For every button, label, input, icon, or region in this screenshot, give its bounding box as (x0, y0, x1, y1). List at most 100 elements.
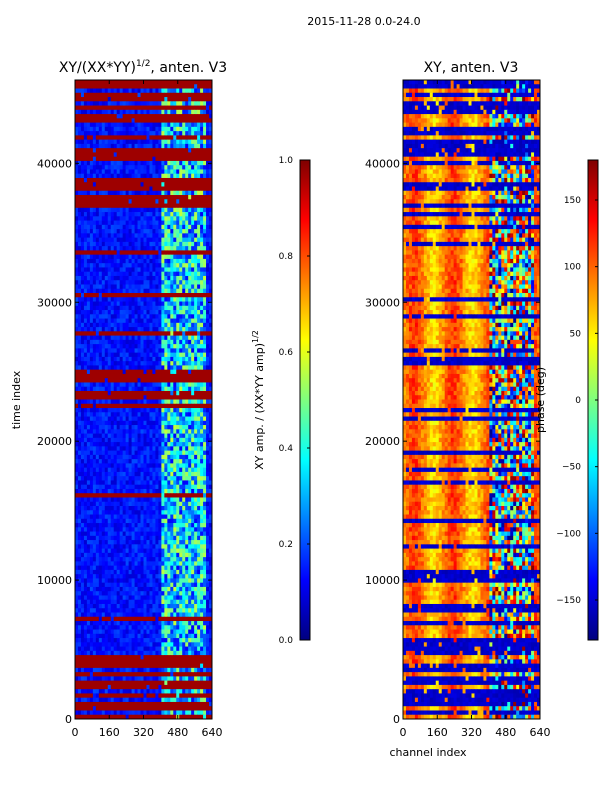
heatmap-cell (131, 339, 135, 345)
heatmap-cell (173, 356, 177, 362)
heatmap-cell (197, 412, 201, 417)
heatmap-cell (179, 454, 183, 460)
heatmap-cell (131, 182, 135, 187)
heatmap-cell (209, 216, 212, 221)
heatmap-cell (77, 390, 82, 396)
heatmap-cell (152, 382, 156, 388)
heatmap-cell (188, 506, 192, 511)
heatmap-cell (197, 288, 201, 294)
heatmap-cell (152, 207, 156, 213)
heatmap-cell (140, 501, 144, 507)
heatmap-cell (170, 258, 174, 264)
heatmap-cell (98, 92, 103, 98)
heatmap-cell (167, 254, 171, 260)
heatmap-cell (152, 510, 156, 515)
heatmap-cell (200, 207, 204, 213)
heatmap-cell (83, 92, 88, 98)
heatmap-cell (170, 229, 174, 234)
heatmap-cell (137, 369, 141, 375)
heatmap-cell (173, 250, 177, 256)
heatmap-cell (110, 293, 115, 298)
heatmap-cell (176, 416, 180, 422)
heatmap-cell (182, 322, 186, 328)
heatmap-cell (158, 531, 162, 537)
heatmap-cell (92, 284, 97, 290)
heatmap-cell (75, 527, 79, 532)
heatmap-cell (134, 271, 138, 277)
heatmap-cell (80, 416, 85, 422)
heatmap-cell (77, 523, 82, 528)
heatmap-cell (140, 160, 144, 166)
heatmap-cell (188, 335, 192, 341)
heatmap-cell (125, 109, 130, 115)
heatmap-cell (203, 297, 207, 302)
heatmap-cell (92, 382, 97, 388)
heatmap-cell (176, 118, 180, 123)
heatmap-cell (107, 118, 112, 123)
heatmap-cell (149, 169, 153, 175)
heatmap-cell (101, 361, 106, 366)
heatmap-cell (209, 88, 212, 94)
heatmap-cell (113, 399, 118, 405)
heatmap-cell (131, 135, 135, 141)
heatmap-cell (197, 506, 201, 511)
heatmap-cell (110, 169, 115, 175)
heatmap-cell (152, 156, 156, 162)
heatmap-cell (104, 237, 109, 243)
heatmap-cell (134, 288, 138, 294)
heatmap-cell (188, 207, 192, 213)
heatmap-cell (104, 373, 109, 379)
heatmap-cell (131, 250, 135, 256)
heatmap-cell (116, 258, 121, 264)
heatmap-cell (134, 122, 138, 128)
heatmap-cell (146, 361, 150, 366)
heatmap-cell (152, 288, 156, 294)
heatmap-cell (134, 250, 138, 256)
heatmap-cell (197, 237, 201, 243)
heatmap-cell (209, 182, 212, 187)
heatmap-cell (113, 425, 118, 430)
heatmap-cell (185, 399, 189, 405)
heatmap-cell (200, 254, 204, 260)
heatmap-cell (125, 327, 130, 332)
heatmap-cell (86, 118, 91, 123)
heatmap-cell (125, 182, 130, 187)
heatmap-cell (83, 476, 88, 481)
heatmap-cell (182, 122, 186, 128)
heatmap-cell (86, 480, 91, 486)
heatmap-cell (134, 318, 138, 324)
heatmap-cell (89, 118, 94, 123)
heatmap-cell (161, 506, 165, 511)
heatmap-cell (77, 203, 82, 209)
heatmap-cell (149, 382, 153, 388)
heatmap-cell (206, 318, 210, 324)
heatmap-cell (158, 399, 162, 405)
heatmap-cell (188, 220, 192, 226)
heatmap-cell (149, 195, 153, 200)
heatmap-cell (98, 126, 103, 132)
heatmap-cell (185, 101, 189, 106)
heatmap-cell (170, 254, 174, 260)
heatmap-cell (182, 293, 186, 298)
heatmap-cell (77, 207, 82, 213)
heatmap-cell (119, 105, 124, 111)
heatmap-cell (95, 335, 100, 341)
heatmap-cell (134, 88, 138, 94)
heatmap-cell (206, 506, 210, 511)
heatmap-cell (203, 195, 207, 200)
heatmap-cell (143, 361, 147, 366)
heatmap-cell (161, 493, 165, 498)
heatmap-cell (122, 114, 127, 119)
heatmap-cell (134, 143, 138, 149)
heatmap-cell (122, 263, 127, 268)
heatmap-cell (131, 454, 135, 460)
heatmap-cell (176, 339, 180, 345)
heatmap-cell (113, 224, 118, 230)
heatmap-cell (92, 297, 97, 302)
heatmap-cell (170, 433, 174, 439)
heatmap-cell (152, 459, 156, 464)
heatmap-cell (122, 173, 127, 179)
heatmap-cell (182, 165, 186, 170)
heatmap-cell (155, 348, 159, 354)
heatmap-cell (203, 484, 207, 490)
